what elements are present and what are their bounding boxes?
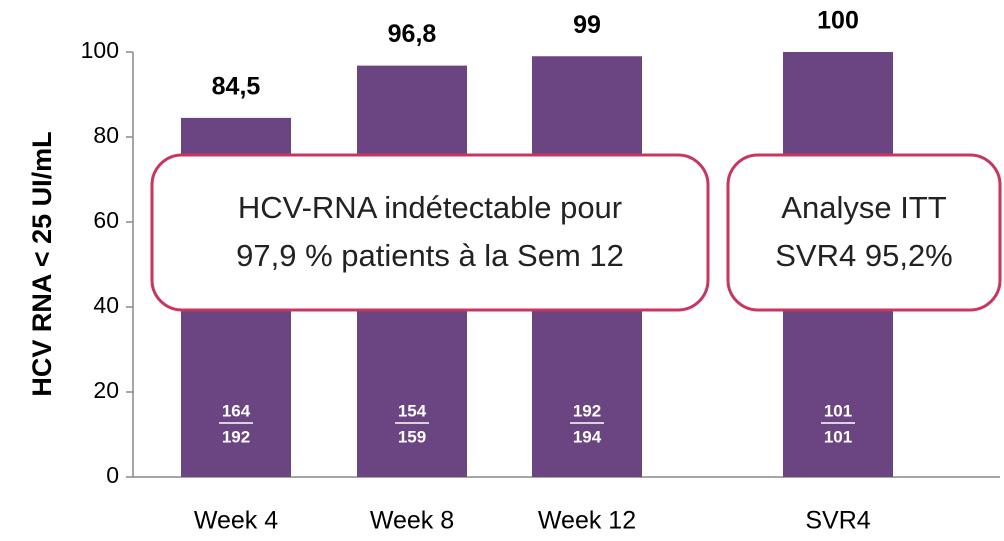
x-tick-label: Week 8 bbox=[370, 507, 454, 535]
annotation-box bbox=[150, 153, 710, 312]
y-tick-label: 20 bbox=[93, 377, 119, 403]
y-axis-label: HCV RNA < 25 UI/mL bbox=[27, 131, 57, 396]
y-tick-label: 40 bbox=[93, 292, 119, 318]
annotation-text: 97,9 % patients à la Sem 12 bbox=[236, 238, 624, 273]
annotation-text: SVR4 95,2% bbox=[775, 238, 953, 273]
fraction-denominator: 101 bbox=[824, 427, 852, 446]
fraction-numerator: 101 bbox=[824, 401, 852, 420]
y-tick-label: 60 bbox=[93, 207, 119, 233]
y-tick-label: 100 bbox=[81, 37, 119, 63]
annotation-box bbox=[726, 153, 1002, 312]
value-label: 100 bbox=[817, 7, 859, 35]
fraction-numerator: 164 bbox=[222, 401, 251, 420]
y-tick-label: 0 bbox=[106, 462, 119, 488]
fraction-denominator: 159 bbox=[398, 427, 426, 446]
fraction-denominator: 192 bbox=[222, 427, 250, 446]
x-tick-label: Week 12 bbox=[538, 507, 636, 535]
y-tick-label: 80 bbox=[93, 122, 119, 148]
annotation-text: Analyse ITT bbox=[781, 190, 946, 225]
fraction-numerator: 154 bbox=[398, 401, 427, 420]
x-tick-label: Week 4 bbox=[194, 507, 278, 535]
annotation-text: HCV-RNA indétectable pour bbox=[238, 190, 622, 225]
value-label: 96,8 bbox=[388, 20, 437, 48]
x-tick-label: SVR4 bbox=[805, 507, 870, 535]
value-label: 99 bbox=[573, 11, 601, 39]
fraction-numerator: 192 bbox=[573, 401, 601, 420]
fraction-denominator: 194 bbox=[573, 427, 602, 446]
value-label: 84,5 bbox=[212, 72, 261, 100]
